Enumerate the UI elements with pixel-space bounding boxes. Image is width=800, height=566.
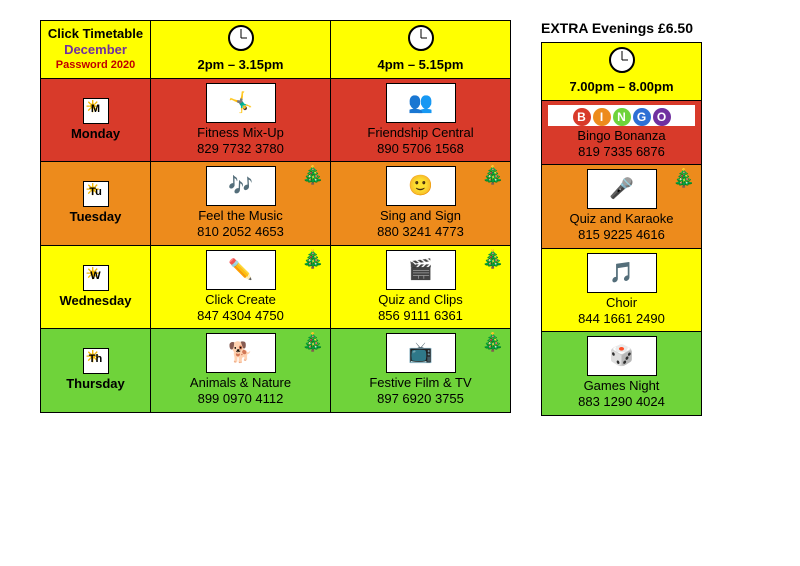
activity-name: Festive Film & TV: [337, 375, 504, 391]
activity-cell: 👥 Friendship Central890 5706 1568: [331, 78, 511, 162]
activity-icon: 🤸‍♂️: [206, 83, 276, 123]
activity-icon: 🐕: [206, 333, 276, 373]
activity-cell: 🎄 🎶 Feel the Music810 2052 4653: [151, 162, 331, 246]
activity-icon: ✏️: [206, 250, 276, 290]
time-slot-1-label: 2pm – 3.15pm: [198, 57, 284, 72]
activity-icon: 👥: [386, 83, 456, 123]
tree-icon: 🎄: [302, 333, 324, 351]
activity-phone: 829 7732 3780: [157, 141, 324, 157]
day-icon: M: [83, 98, 109, 124]
activity-name: Fitness Mix-Up: [157, 125, 324, 141]
activity-phone: 844 1661 2490: [548, 311, 695, 327]
activity-phone: 899 0970 4112: [157, 391, 324, 407]
bingo-icon: BINGO: [548, 105, 695, 126]
activity-phone: 890 5706 1568: [337, 141, 504, 157]
activity-name: Sing and Sign: [337, 208, 504, 224]
day-cell-monday: MMonday: [41, 78, 151, 162]
tree-icon: 🎄: [302, 250, 324, 268]
activity-cell: 🎄 🎬 Quiz and Clips856 9111 6361: [331, 245, 511, 329]
activity-name: Bingo Bonanza: [548, 128, 695, 144]
clock-icon: [408, 25, 434, 51]
activity-name: Feel the Music: [157, 208, 324, 224]
extra-title: EXTRA Evenings £6.50: [541, 20, 702, 36]
tree-icon: 🎄: [482, 166, 504, 184]
activity-phone: 810 2052 4653: [157, 224, 324, 240]
title-line: Click Timetable: [48, 26, 143, 41]
activity-cell: 🎄 🐕 Animals & Nature899 0970 4112: [151, 329, 331, 413]
day-icon: W: [83, 265, 109, 291]
extra-column: EXTRA Evenings £6.50 7.00pm – 8.00pm BIN…: [541, 20, 702, 416]
activity-phone: 819 7335 6876: [548, 144, 695, 160]
activity-icon: 🎬: [386, 250, 456, 290]
tree-icon: 🎄: [673, 169, 695, 187]
activity-phone: 883 1290 4024: [548, 394, 695, 410]
day-cell-thursday: ThThursday: [41, 329, 151, 413]
tree-icon: 🎄: [302, 166, 324, 184]
activity-phone: 897 6920 3755: [337, 391, 504, 407]
activity-icon: 📺: [386, 333, 456, 373]
time-slot-2-label: 4pm – 5.15pm: [378, 57, 464, 72]
activity-phone: 880 3241 4773: [337, 224, 504, 240]
extra-time-slot: 7.00pm – 8.00pm: [542, 43, 702, 101]
activity-cell: 🎄 ✏️ Click Create847 4304 4750: [151, 245, 331, 329]
activity-cell: 🤸‍♂️ Fitness Mix-Up829 7732 3780: [151, 78, 331, 162]
activity-icon: 🎶: [206, 166, 276, 206]
main-timetable: Click Timetable December Password 2020 2…: [40, 20, 511, 413]
activity-phone: 856 9111 6361: [337, 308, 504, 324]
title-month: December: [47, 42, 144, 58]
timetable-layout: Click Timetable December Password 2020 2…: [40, 20, 760, 416]
activity-cell: 🎄 🙂 Sing and Sign880 3241 4773: [331, 162, 511, 246]
extra-activity-cell: 🎄 🎤 Quiz and Karaoke815 9225 4616: [542, 165, 702, 249]
activity-phone: 847 4304 4750: [157, 308, 324, 324]
time-slot-1: 2pm – 3.15pm: [151, 21, 331, 79]
day-icon: Tu: [83, 181, 109, 207]
clock-icon: [609, 47, 635, 73]
activity-name: Quiz and Clips: [337, 292, 504, 308]
activity-name: Friendship Central: [337, 125, 504, 141]
day-icon: Th: [83, 348, 109, 374]
extra-activity-cell: 🎲 Games Night883 1290 4024: [542, 332, 702, 416]
activity-icon: 🎵: [587, 253, 657, 293]
activity-name: Click Create: [157, 292, 324, 308]
clock-icon: [228, 25, 254, 51]
activity-cell: 🎄 📺 Festive Film & TV897 6920 3755: [331, 329, 511, 413]
time-slot-2: 4pm – 5.15pm: [331, 21, 511, 79]
extra-timetable: 7.00pm – 8.00pm BINGO Bingo Bonanza819 73…: [541, 42, 702, 416]
activity-icon: 🙂: [386, 166, 456, 206]
tree-icon: 🎄: [482, 250, 504, 268]
header-cell: Click Timetable December Password 2020: [41, 21, 151, 79]
tree-icon: 🎄: [482, 333, 504, 351]
activity-name: Quiz and Karaoke: [548, 211, 695, 227]
day-cell-wednesday: WWednesday: [41, 245, 151, 329]
extra-activity-cell: 🎵 Choir844 1661 2490: [542, 248, 702, 332]
title-password: Password 2020: [47, 59, 144, 73]
activity-name: Games Night: [548, 378, 695, 394]
activity-name: Choir: [548, 295, 695, 311]
day-cell-tuesday: TuTuesday: [41, 162, 151, 246]
activity-name: Animals & Nature: [157, 375, 324, 391]
extra-activity-cell: BINGO Bingo Bonanza819 7335 6876: [542, 100, 702, 165]
activity-icon: 🎤: [587, 169, 657, 209]
activity-icon: 🎲: [587, 336, 657, 376]
extra-time-label: 7.00pm – 8.00pm: [569, 79, 673, 94]
activity-phone: 815 9225 4616: [548, 227, 695, 243]
